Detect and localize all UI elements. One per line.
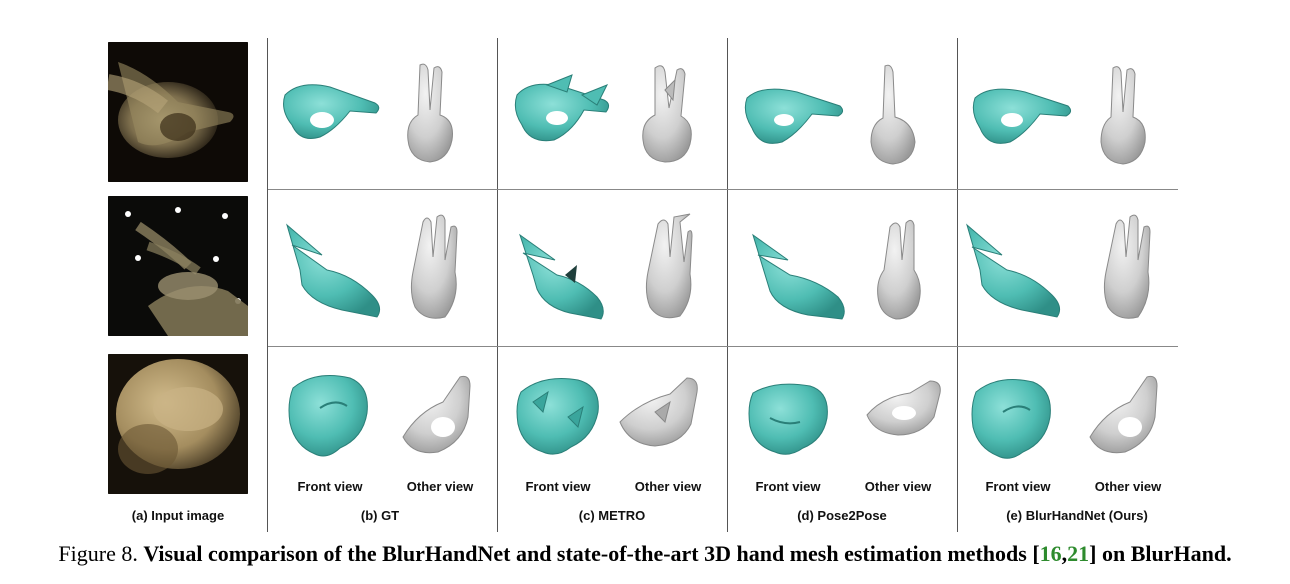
column-label-input: (a) Input image	[131, 508, 225, 523]
column-label-pose2pose: (d) Pose2Pose	[797, 508, 887, 523]
input-image-row-3	[108, 354, 248, 494]
mesh-front-row-1	[972, 88, 1072, 144]
mesh-other-row-1	[870, 64, 916, 165]
citation-link[interactable]: 16	[1039, 541, 1062, 566]
mesh-front-row-3	[971, 379, 1051, 459]
mesh-other-row-2	[877, 219, 921, 320]
mesh-other-row-2	[645, 213, 693, 319]
view-label-other: Other view	[406, 479, 474, 494]
mesh-other-row-2	[1103, 214, 1151, 319]
caption-label: Figure 8.	[58, 541, 138, 566]
view-label-front: Front view	[755, 479, 821, 494]
view-label-other: Other view	[634, 479, 702, 494]
mesh-front-row-3	[748, 383, 828, 455]
input-image-row-1	[108, 42, 248, 182]
blurred-hand-image	[108, 196, 248, 336]
mesh-front-row-3	[288, 375, 368, 457]
column-label-metro: (c) METRO	[578, 508, 646, 523]
mesh-other-row-1	[1100, 66, 1146, 165]
column-label-blurhandnet: (e) BlurHandNet (Ours)	[1006, 508, 1148, 523]
divider-vertical	[497, 38, 498, 532]
mesh-front-row-1	[744, 88, 844, 144]
mesh-other-row-3	[402, 375, 471, 454]
view-label-front: Front view	[985, 479, 1051, 494]
view-label-other: Other view	[1094, 479, 1162, 494]
view-label-front: Front view	[525, 479, 591, 494]
input-image-row-2	[108, 196, 248, 336]
view-label-front: Front view	[297, 479, 363, 494]
mesh-other-row-3	[619, 377, 698, 447]
mesh-front-row-3	[516, 378, 599, 455]
divider-horizontal	[268, 189, 1178, 190]
divider-vertical	[727, 38, 728, 532]
mesh-other-row-1	[407, 63, 453, 163]
blurred-hand-image	[108, 42, 248, 182]
mesh-front-row-2	[286, 223, 381, 318]
mesh-other-row-1	[642, 65, 692, 163]
column-label-gt: (b) GT	[360, 508, 400, 523]
citation-separator: ,	[1061, 541, 1068, 566]
mesh-other-row-3	[1089, 375, 1158, 454]
mesh-front-row-2	[519, 233, 604, 320]
divider-horizontal	[268, 346, 1178, 347]
figure-caption: Figure 8. Visual comparison of the BlurH…	[0, 541, 1290, 567]
blurred-hand-image	[108, 354, 248, 494]
caption-text: Visual comparison of the BlurHandNet and…	[143, 541, 1040, 566]
mesh-other-row-2	[410, 214, 458, 319]
mesh-front-row-1	[514, 74, 610, 142]
mesh-front-row-1	[283, 84, 380, 139]
caption-end: ] on BlurHand.	[1089, 541, 1232, 566]
mesh-other-row-3	[866, 380, 941, 436]
mesh-front-row-2	[966, 223, 1061, 318]
view-label-other: Other view	[864, 479, 932, 494]
citation-link[interactable]: 21	[1067, 541, 1090, 566]
mesh-front-row-2	[752, 233, 845, 320]
divider-vertical	[267, 38, 268, 532]
divider-vertical	[957, 38, 958, 532]
